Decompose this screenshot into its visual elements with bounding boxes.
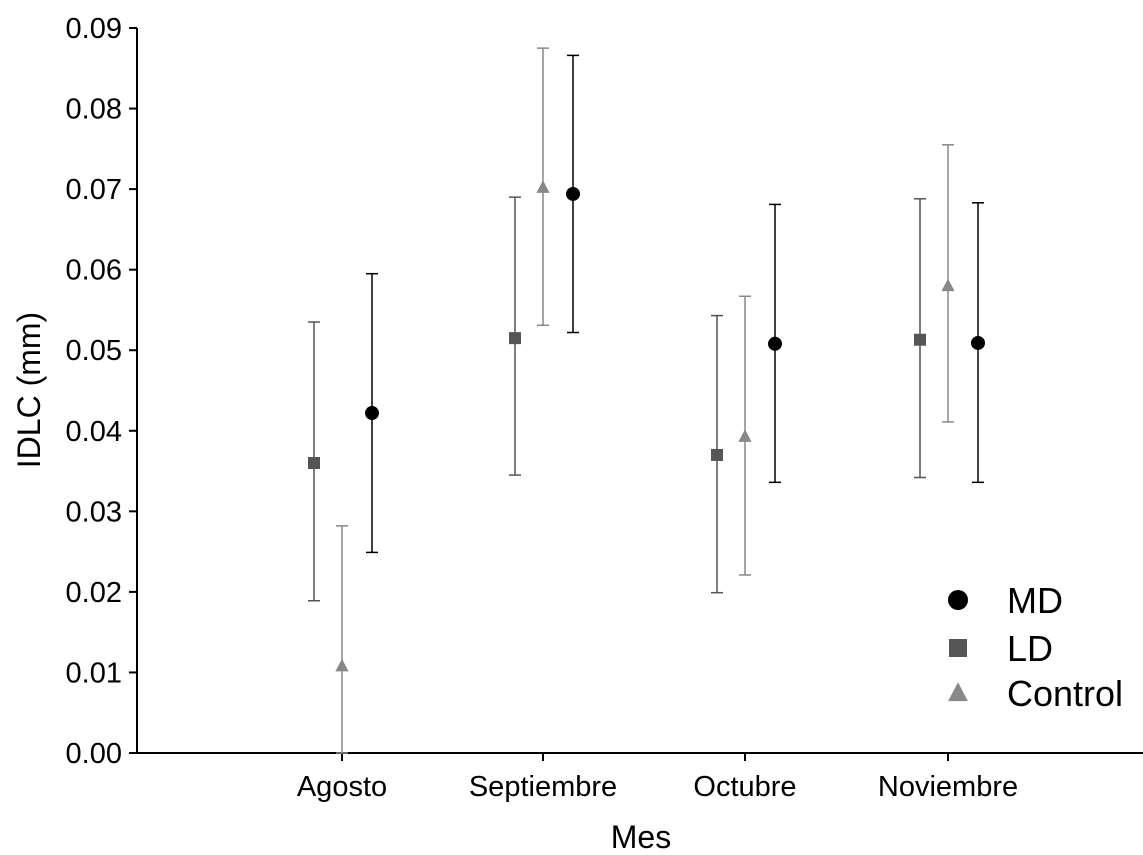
error-bars	[308, 47, 984, 754]
y-tick-label: 0.00	[66, 738, 122, 770]
point-md	[566, 186, 580, 201]
legend-label-ld: LD	[1007, 628, 1053, 669]
x-tick-label: Septiembre	[469, 771, 617, 803]
y-ticks: 0.00 0.01 0.02 0.03 0.04 0.05 0.06 0.07 0.08 0.09	[66, 13, 137, 770]
point-ld	[308, 457, 320, 469]
y-tick-label: 0.06	[66, 255, 122, 287]
point-md	[971, 335, 985, 350]
point-control	[941, 278, 955, 292]
legend-marker-md	[948, 590, 968, 610]
y-tick-label: 0.07	[66, 174, 122, 206]
legend-marker-control	[948, 682, 968, 702]
x-tick-label: Octubre	[693, 771, 796, 803]
point-control	[738, 429, 752, 442]
point-ld	[509, 332, 521, 345]
point-control	[536, 180, 550, 193]
markers	[308, 180, 985, 672]
point-md	[365, 406, 379, 421]
y-tick-label: 0.03	[66, 496, 122, 528]
y-tick-label: 0.09	[66, 13, 122, 45]
y-tick-label: 0.08	[66, 94, 122, 126]
x-tick-label: Agosto	[297, 771, 387, 803]
point-ld	[711, 448, 723, 461]
point-control	[335, 658, 349, 672]
legend-label-md: MD	[1007, 580, 1063, 621]
x-axis-title: Mes	[611, 819, 671, 855]
point-ld	[914, 333, 926, 346]
y-tick-label: 0.05	[66, 335, 122, 367]
y-axis-title: IDLC (mm)	[11, 312, 47, 468]
legend-label-control: Control	[1007, 673, 1123, 714]
axes	[136, 28, 1143, 754]
legend-marker-ld	[949, 639, 967, 657]
point-md	[768, 336, 782, 351]
x-tick-label: Noviembre	[878, 771, 1018, 803]
y-tick-label: 0.01	[66, 657, 122, 689]
y-tick-label: 0.02	[66, 577, 122, 609]
y-tick-label: 0.04	[66, 416, 122, 448]
x-ticks: Agosto Septiembre Octubre Noviembre	[297, 753, 1018, 803]
